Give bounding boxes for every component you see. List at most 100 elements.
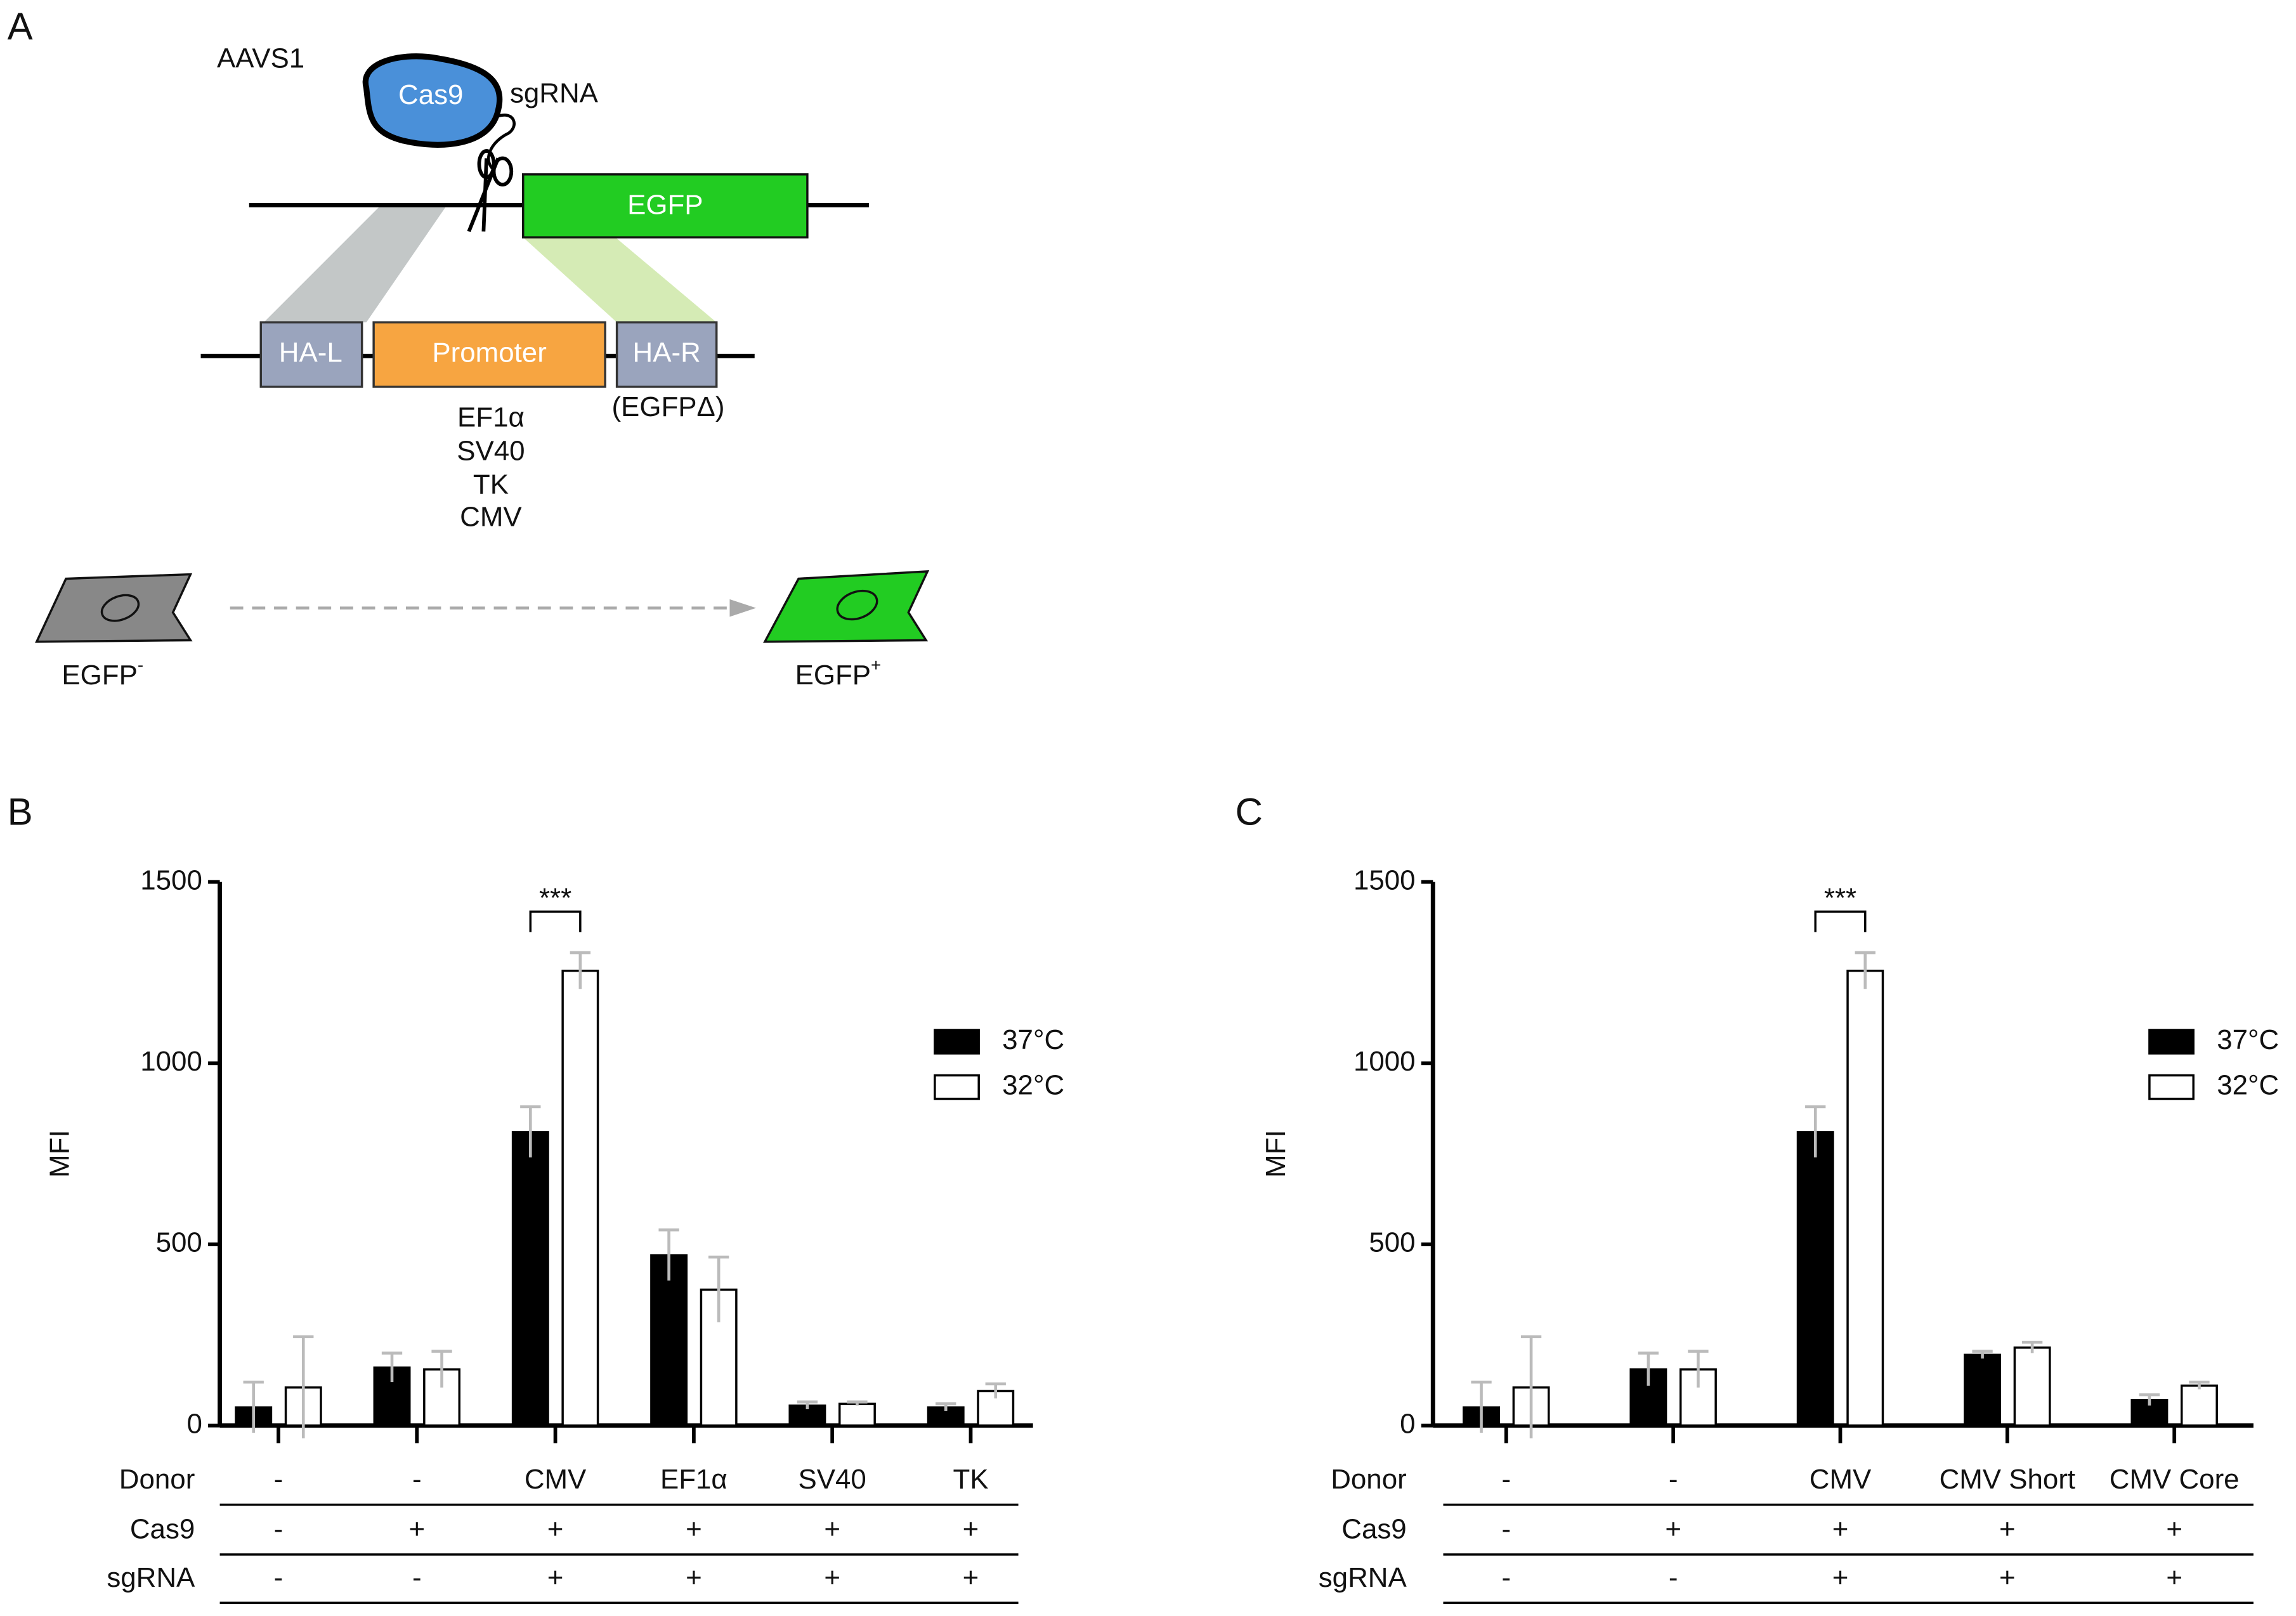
error-bar bbox=[1520, 1335, 1542, 1438]
x-tick-label: SV40 bbox=[799, 1464, 866, 1495]
condition-label: + bbox=[547, 1514, 564, 1545]
error-bar bbox=[1972, 1350, 1993, 1359]
x-tick-label: - bbox=[274, 1464, 284, 1495]
error-bar bbox=[520, 1105, 541, 1157]
nucleus bbox=[100, 594, 140, 622]
error-bar bbox=[936, 1402, 956, 1411]
condition-label: + bbox=[963, 1514, 979, 1545]
arrow-head bbox=[729, 599, 757, 617]
locus-label: AAVS1 bbox=[217, 42, 304, 74]
significance-label: *** bbox=[539, 883, 571, 914]
row-label: sgRNA bbox=[107, 1562, 195, 1593]
error-bar bbox=[2139, 1393, 2160, 1406]
diagram: AAVS1 EGFP Cas9 sgRNA HA-L Promoter HA-R… bbox=[35, 42, 930, 691]
condition-label: + bbox=[2166, 1562, 2182, 1593]
ha-right-note: (EGFPΔ) bbox=[611, 391, 724, 422]
x-tick-label: CMV bbox=[1810, 1464, 1872, 1495]
y-tick-label: 0 bbox=[1400, 1408, 1415, 1439]
error-bar bbox=[381, 1352, 403, 1383]
row-label: Donor bbox=[1331, 1464, 1407, 1495]
y-axis-label: MFI bbox=[1260, 1130, 1291, 1178]
ha-right-label: HA-R bbox=[633, 337, 701, 368]
condition-label: + bbox=[686, 1562, 702, 1593]
x-tick-label: CMV bbox=[525, 1464, 587, 1495]
chart: 0 500 1000 1500 MFI Donor - - CMV EF1α SV40 TK Cas9 -… bbox=[44, 864, 1064, 1604]
x-tick-label: CMV Core bbox=[2110, 1464, 2240, 1495]
bar bbox=[1964, 1353, 2002, 1427]
bar bbox=[511, 1131, 549, 1427]
ha-right-box bbox=[615, 321, 718, 388]
y-tick-label: 1500 bbox=[140, 864, 202, 896]
condition-label: + bbox=[1665, 1514, 1681, 1545]
egfp-box bbox=[522, 173, 809, 238]
legend-swatch bbox=[2148, 1029, 2195, 1055]
bar bbox=[838, 1402, 876, 1427]
row-label: Donor bbox=[119, 1464, 195, 1495]
error-bar bbox=[797, 1400, 818, 1409]
promoter-box bbox=[372, 321, 606, 388]
ha-left-box bbox=[259, 321, 363, 388]
homology-right bbox=[523, 237, 717, 323]
panel-label: A bbox=[8, 5, 33, 48]
legend-swatch bbox=[934, 1029, 980, 1055]
significance-label: *** bbox=[1824, 883, 1856, 914]
error-bar bbox=[658, 1228, 679, 1281]
sgrna-label: sgRNA bbox=[510, 78, 599, 109]
condition-label: - bbox=[274, 1514, 284, 1545]
significance-bracket bbox=[1814, 910, 1867, 932]
significance-bracket bbox=[529, 910, 582, 932]
condition-label: + bbox=[1832, 1562, 1849, 1593]
panel-label: C bbox=[1235, 790, 1262, 833]
bar bbox=[1846, 969, 1884, 1427]
legend-label: 32°C bbox=[1002, 1070, 1064, 1101]
sgrna-strand bbox=[487, 114, 516, 170]
cell-after bbox=[763, 570, 930, 643]
condition-label: + bbox=[1999, 1514, 2016, 1545]
ha-left-label: HA-L bbox=[279, 337, 342, 368]
x-tick-label: - bbox=[1501, 1464, 1511, 1495]
legend-swatch bbox=[2148, 1074, 2195, 1100]
x-tick-label: CMV Short bbox=[1940, 1464, 2076, 1495]
y-tick-label: 500 bbox=[156, 1227, 202, 1258]
condition-label: + bbox=[1999, 1562, 2016, 1593]
cell-after-label: EGFP+ bbox=[795, 655, 882, 690]
y-tick-label: 1000 bbox=[140, 1046, 202, 1077]
error-bar bbox=[1471, 1380, 1492, 1433]
bar bbox=[1629, 1368, 1667, 1427]
legend-swatch bbox=[934, 1074, 980, 1100]
promoter-option: EF1α bbox=[457, 401, 525, 433]
error-bar bbox=[2021, 1340, 2043, 1353]
condition-label: - bbox=[1501, 1562, 1511, 1593]
error-bar bbox=[1638, 1352, 1659, 1386]
error-bar bbox=[1688, 1350, 1709, 1388]
error-bar bbox=[570, 951, 591, 989]
cas9-shape bbox=[362, 53, 503, 148]
bar bbox=[2181, 1385, 2218, 1427]
promoter-option: TK bbox=[473, 469, 509, 500]
condition-label: + bbox=[963, 1562, 979, 1593]
row-label: Cas9 bbox=[1341, 1514, 1406, 1545]
nucleus bbox=[836, 589, 878, 621]
bar bbox=[561, 969, 599, 1427]
error-bar bbox=[431, 1350, 452, 1388]
error-bar bbox=[1855, 951, 1875, 989]
row-label: sgRNA bbox=[1319, 1562, 1407, 1593]
promoter-option: CMV bbox=[460, 501, 522, 532]
y-tick-label: 1500 bbox=[1353, 864, 1416, 896]
condition-label: + bbox=[1832, 1514, 1849, 1545]
scissors bbox=[467, 149, 514, 233]
error-bar bbox=[2189, 1380, 2210, 1390]
promoter-label: Promoter bbox=[432, 337, 546, 368]
condition-label: + bbox=[824, 1514, 840, 1545]
condition-label: + bbox=[547, 1562, 564, 1593]
promoter-option: SV40 bbox=[457, 435, 525, 466]
condition-label: - bbox=[1669, 1562, 1678, 1593]
cell-before bbox=[35, 573, 193, 643]
bar bbox=[1796, 1131, 1834, 1427]
y-tick-label: 0 bbox=[186, 1408, 202, 1439]
condition-label: - bbox=[1501, 1514, 1511, 1545]
condition-label: - bbox=[412, 1562, 422, 1593]
condition-label: + bbox=[824, 1562, 840, 1593]
